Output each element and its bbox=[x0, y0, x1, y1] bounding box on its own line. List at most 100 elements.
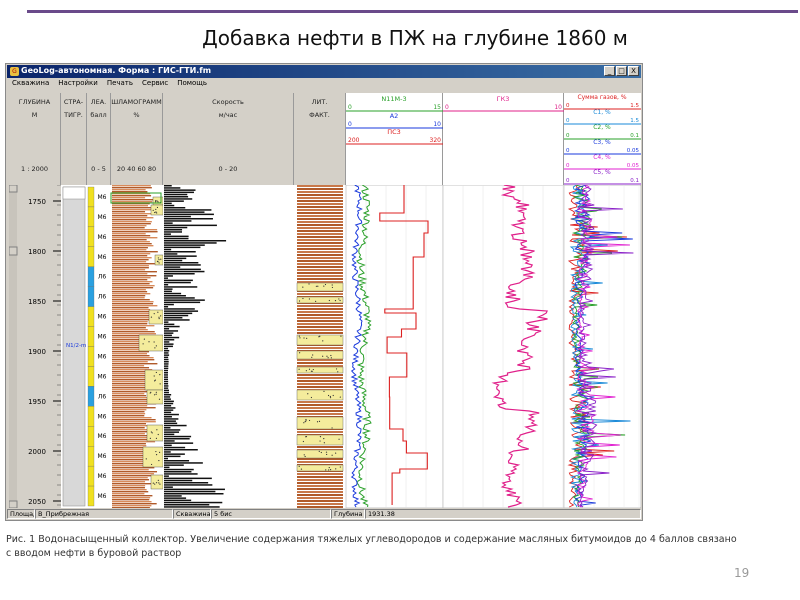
track-headers: ГЛУБИНА М 1 : 2000 СТРА- ТИГР. ЛЕА. балл… bbox=[9, 93, 641, 185]
lea-cell-15: М6 bbox=[98, 493, 107, 500]
svg-text:1.5: 1.5 bbox=[630, 118, 639, 124]
gas-name-4: С4, % bbox=[593, 154, 611, 161]
window-title: GeoLog-автономная. Форма : ГИС-ГТИ.fm bbox=[21, 66, 212, 75]
app-icon: G bbox=[10, 67, 19, 76]
curve-name-n11m3: N11М-3 bbox=[381, 95, 406, 103]
header-curves1: N11М-3 0 15 А2 0 10 ПС3 200 320 bbox=[346, 93, 443, 185]
curve-a2 bbox=[350, 184, 363, 508]
depth-label-2000: 2000 bbox=[28, 448, 46, 456]
status-well-value: 5 бис bbox=[211, 509, 331, 519]
scroll-thumb[interactable] bbox=[8, 246, 18, 256]
curve-name-gk3: ГК3 bbox=[497, 95, 510, 103]
menu-bar: Скважина Настройки Печать Сервис Помощь bbox=[12, 79, 207, 87]
lea-cell-6: М6 bbox=[98, 314, 107, 321]
caption-line-1: Рис. 1 Водонасыщенный коллектор. Увеличе… bbox=[6, 534, 737, 545]
header-lea: ЛЕА. балл 0 - 5 bbox=[87, 93, 111, 185]
gases-header-svg: Сумма газов, % 0 1.5 С1, % 0 1.5 С2, % 0 0.1 С3, … bbox=[564, 94, 641, 185]
menu-item-service[interactable]: Сервис bbox=[142, 79, 169, 87]
svg-text:0.1: 0.1 bbox=[630, 133, 639, 139]
header-speed: Скорость м/час 0 - 20 bbox=[163, 93, 294, 185]
gas-name-1: С1, % bbox=[593, 109, 611, 116]
lea-cell-5: Л6 bbox=[98, 294, 107, 301]
status-bar: Площадь В_Прибрежная Скважина 5 бис Глуб… bbox=[7, 509, 641, 520]
menu-item-print[interactable]: Печать bbox=[106, 79, 134, 87]
header-lith: ЛИТ. ФАКТ. bbox=[294, 93, 346, 185]
gas-name-2: С2, % bbox=[593, 124, 611, 131]
svg-text:0: 0 bbox=[348, 121, 352, 128]
log-plot-svg: 1750 1800 1850 1900 1950 2000 2050 N1/2-m М6 М6 М6… bbox=[8, 184, 642, 509]
lea-cell-8: М6 bbox=[98, 353, 107, 360]
svg-text:0: 0 bbox=[445, 104, 449, 111]
header-gases: Сумма газов, % 0 1.5 С1, % 0 1.5 С2, % 0 0.1 С3, … bbox=[564, 93, 641, 185]
depth-label-2050: 2050 bbox=[28, 498, 46, 506]
slide-top-rule bbox=[27, 10, 798, 13]
svg-text:0: 0 bbox=[566, 103, 570, 109]
status-depth-value: 1931.38 bbox=[365, 509, 641, 519]
curve-n11m3 bbox=[356, 184, 372, 508]
curve-gas-5 bbox=[577, 184, 634, 508]
svg-text:0: 0 bbox=[566, 148, 570, 154]
maximize-button[interactable]: □ bbox=[616, 66, 627, 76]
geolog-window: G GeoLog-автономная. Форма : ГИС-ГТИ.fm … bbox=[5, 63, 643, 521]
depth-scale: 1 : 2000 bbox=[21, 165, 48, 173]
strat-label: N1/2-m bbox=[66, 343, 86, 349]
lea-cell-0: М6 bbox=[98, 194, 107, 201]
lea-cell-14: М6 bbox=[98, 473, 107, 480]
svg-text:200: 200 bbox=[348, 137, 360, 144]
svg-text:0: 0 bbox=[566, 163, 570, 169]
menu-item-settings[interactable]: Настройки bbox=[58, 79, 98, 87]
curve-ps3 bbox=[379, 185, 429, 505]
curve-gk3 bbox=[491, 184, 548, 508]
status-well-label: Скважина bbox=[173, 509, 211, 519]
svg-text:0.05: 0.05 bbox=[627, 148, 640, 154]
lea-cell-2: М6 bbox=[98, 234, 107, 241]
status-depth-label: Глубина bbox=[331, 509, 365, 519]
svg-text:0: 0 bbox=[566, 133, 570, 139]
menu-item-well[interactable]: Скважина bbox=[12, 79, 50, 87]
caption-line-2: с вводом нефти в буровой раствор bbox=[6, 548, 182, 559]
depth-label-1850: 1850 bbox=[28, 298, 46, 306]
gas-name-5: С5, % bbox=[593, 169, 611, 176]
minimize-button[interactable]: _ bbox=[604, 66, 615, 76]
figure-caption: Рис. 1 Водонасыщенный коллектор. Увеличе… bbox=[6, 533, 766, 561]
lea-cell-11: М6 bbox=[98, 413, 107, 420]
lea-cell-7: М6 bbox=[98, 334, 107, 341]
svg-text:0: 0 bbox=[348, 104, 352, 111]
header-depth: ГЛУБИНА М 1 : 2000 bbox=[9, 93, 61, 185]
svg-text:0.05: 0.05 bbox=[627, 163, 640, 169]
lea-cell-9: М6 bbox=[98, 373, 107, 380]
svg-text:1.5: 1.5 bbox=[630, 103, 639, 109]
lea-cell-1: М6 bbox=[98, 214, 107, 221]
log-plot: 1750 1800 1850 1900 1950 2000 2050 N1/2-m М6 М6 М6… bbox=[8, 184, 642, 509]
curve-name-a2: А2 bbox=[390, 112, 399, 120]
svg-text:10: 10 bbox=[433, 121, 441, 128]
status-area-value: В_Прибрежная bbox=[35, 509, 173, 519]
depth-label-1800: 1800 bbox=[28, 248, 46, 256]
gk-header-svg: ГК3 0 10 bbox=[443, 95, 564, 112]
lea-cell-13: М6 bbox=[98, 453, 107, 460]
slide-title: Добавка нефти в ПЖ на глубине 1860 м bbox=[202, 26, 628, 50]
close-button[interactable]: X bbox=[628, 66, 639, 76]
header-shlam: ШЛАМОГРАММ % 20 40 60 80 bbox=[111, 93, 163, 185]
curve-name-ps3: ПС3 bbox=[387, 128, 401, 136]
svg-text:0: 0 bbox=[566, 178, 570, 184]
gas-name-0: Сумма газов, % bbox=[577, 94, 626, 101]
page-number: 19 bbox=[734, 566, 750, 580]
svg-text:0.1: 0.1 bbox=[630, 178, 639, 184]
header-gk: ГК3 0 10 bbox=[443, 93, 564, 185]
lea-cell-4: Л6 bbox=[98, 274, 107, 281]
depth-label-1750: 1750 bbox=[28, 198, 46, 206]
header-strat: СТРА- ТИГР. bbox=[61, 93, 87, 185]
curves1-header-svg: N11М-3 0 15 А2 0 10 ПС3 200 320 bbox=[346, 95, 443, 145]
svg-text:320: 320 bbox=[430, 137, 442, 144]
status-area-label: Площадь bbox=[7, 509, 35, 519]
svg-text:10: 10 bbox=[554, 104, 562, 111]
menu-item-help[interactable]: Помощь bbox=[177, 79, 208, 87]
svg-text:15: 15 bbox=[433, 104, 441, 111]
gas-name-3: С3, % bbox=[593, 139, 611, 146]
lea-cell-3: М6 bbox=[98, 254, 107, 261]
lea-cell-10: Л6 bbox=[98, 393, 107, 400]
title-bar[interactable]: G GeoLog-автономная. Форма : ГИС-ГТИ.fm … bbox=[7, 65, 641, 78]
depth-label-1950: 1950 bbox=[28, 398, 46, 406]
svg-text:0: 0 bbox=[566, 118, 570, 124]
